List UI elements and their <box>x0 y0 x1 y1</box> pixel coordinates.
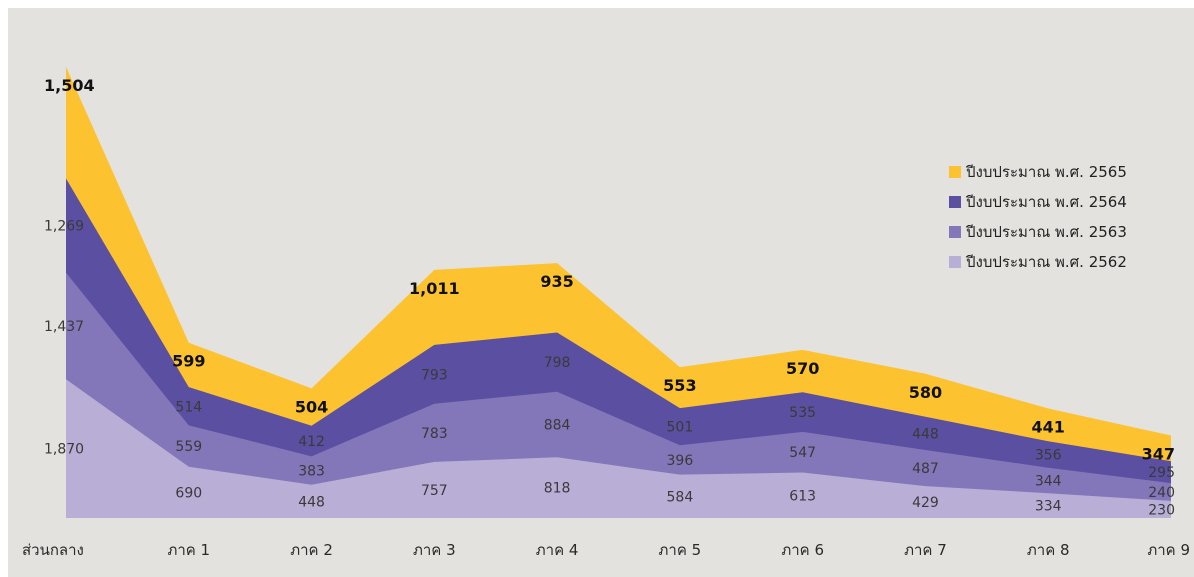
data-label-s0-c0: 1,870 <box>44 442 84 458</box>
data-label-s3-c6: 570 <box>786 359 819 378</box>
data-label-s1-c3: 783 <box>421 426 448 442</box>
data-label-s2-c1: 514 <box>175 399 202 415</box>
chart-background: 1,870 690 448 757 818 584 613 429 334 230 1,437 559… <box>8 8 1194 577</box>
area-layers <box>66 66 1171 518</box>
legend-label-0: ปีงบประมาณ พ.ศ. 2565 <box>965 163 1127 181</box>
data-label-s1-c2: 383 <box>298 464 325 480</box>
data-label-s2-c2: 412 <box>298 434 325 450</box>
data-label-s3-c3: 1,011 <box>409 279 460 298</box>
data-label-s2-c9: 295 <box>1148 465 1175 481</box>
data-label-s2-c0: 1,269 <box>44 219 84 235</box>
x-axis: ส่วนกลาง ภาค 1 ภาค 2 ภาค 3 ภาค 4 ภาค 5 ภาค 6 ภา… <box>22 541 1190 559</box>
data-label-s2-c3: 793 <box>421 367 448 383</box>
data-label-s1-c0: 1,437 <box>44 319 84 335</box>
data-label-s2-c8: 356 <box>1035 447 1062 463</box>
data-label-s1-c4: 884 <box>544 418 571 434</box>
x-tick-label-0: ส่วนกลาง <box>22 541 84 559</box>
data-label-s3-c9: 347 <box>1142 444 1175 463</box>
area-series-0 <box>66 379 1171 518</box>
x-tick-label-9: ภาค 9 <box>1147 541 1190 559</box>
x-tick-label-3: ภาค 3 <box>413 541 456 559</box>
data-label-s1-c5: 396 <box>667 453 694 469</box>
legend-swatch-1 <box>949 196 961 208</box>
area-series-1 <box>66 272 1171 518</box>
data-label-s2-c5: 501 <box>667 420 694 436</box>
data-label-s3-c8: 441 <box>1032 418 1065 437</box>
legend-label-2: ปีงบประมาณ พ.ศ. 2563 <box>965 223 1127 241</box>
data-label-s1-c6: 547 <box>789 445 816 461</box>
data-label-s0-c4: 818 <box>544 481 571 497</box>
x-tick-label-6: ภาค 6 <box>781 541 824 559</box>
data-label-s2-c7: 448 <box>912 426 939 442</box>
data-label-s0-c8: 334 <box>1035 499 1062 515</box>
data-label-s2-c6: 535 <box>789 405 816 421</box>
stacked-area-chart: 1,870 690 448 757 818 584 613 429 334 230 1,437 559… <box>22 66 1190 559</box>
x-tick-label-7: ภาค 7 <box>904 541 947 559</box>
legend-label-1: ปีงบประมาณ พ.ศ. 2564 <box>965 193 1127 211</box>
data-label-s3-c1: 599 <box>172 352 205 371</box>
data-label-s3-c5: 553 <box>663 376 696 395</box>
data-labels: 1,870 690 448 757 818 584 613 429 334 230 1,437 559… <box>44 76 1175 519</box>
legend-label-3: ปีงบประมาณ พ.ศ. 2562 <box>965 253 1127 271</box>
data-label-s1-c9: 240 <box>1148 485 1175 501</box>
data-label-s3-c7: 580 <box>909 383 942 402</box>
data-label-s0-c9: 230 <box>1148 502 1175 518</box>
area-series-2 <box>66 178 1171 518</box>
data-label-s0-c5: 584 <box>667 489 694 505</box>
legend-swatch-3 <box>949 256 961 268</box>
legend-swatch-0 <box>949 166 961 178</box>
legend: ปีงบประมาณ พ.ศ. 2565 ปีงบประมาณ พ.ศ. 2564… <box>949 163 1127 271</box>
x-tick-label-5: ภาค 5 <box>659 541 702 559</box>
x-tick-label-4: ภาค 4 <box>536 541 579 559</box>
x-tick-label-1: ภาค 1 <box>167 541 210 559</box>
data-label-s0-c7: 429 <box>912 495 939 511</box>
data-label-s3-c2: 504 <box>295 397 328 416</box>
data-label-s1-c1: 559 <box>175 439 202 455</box>
data-label-s1-c8: 344 <box>1035 473 1062 489</box>
data-label-s0-c6: 613 <box>789 488 816 504</box>
area-series-3 <box>66 66 1171 518</box>
data-label-s0-c2: 448 <box>298 494 325 510</box>
legend-swatch-2 <box>949 226 961 238</box>
data-label-s0-c3: 757 <box>421 483 448 499</box>
data-label-s3-c0: 1,504 <box>44 76 95 95</box>
x-tick-label-8: ภาค 8 <box>1027 541 1070 559</box>
x-tick-label-2: ภาค 2 <box>290 541 333 559</box>
data-label-s3-c4: 935 <box>540 272 573 291</box>
data-label-s1-c7: 487 <box>912 461 939 477</box>
data-label-s2-c4: 798 <box>544 355 571 371</box>
data-label-s0-c1: 690 <box>175 485 202 501</box>
